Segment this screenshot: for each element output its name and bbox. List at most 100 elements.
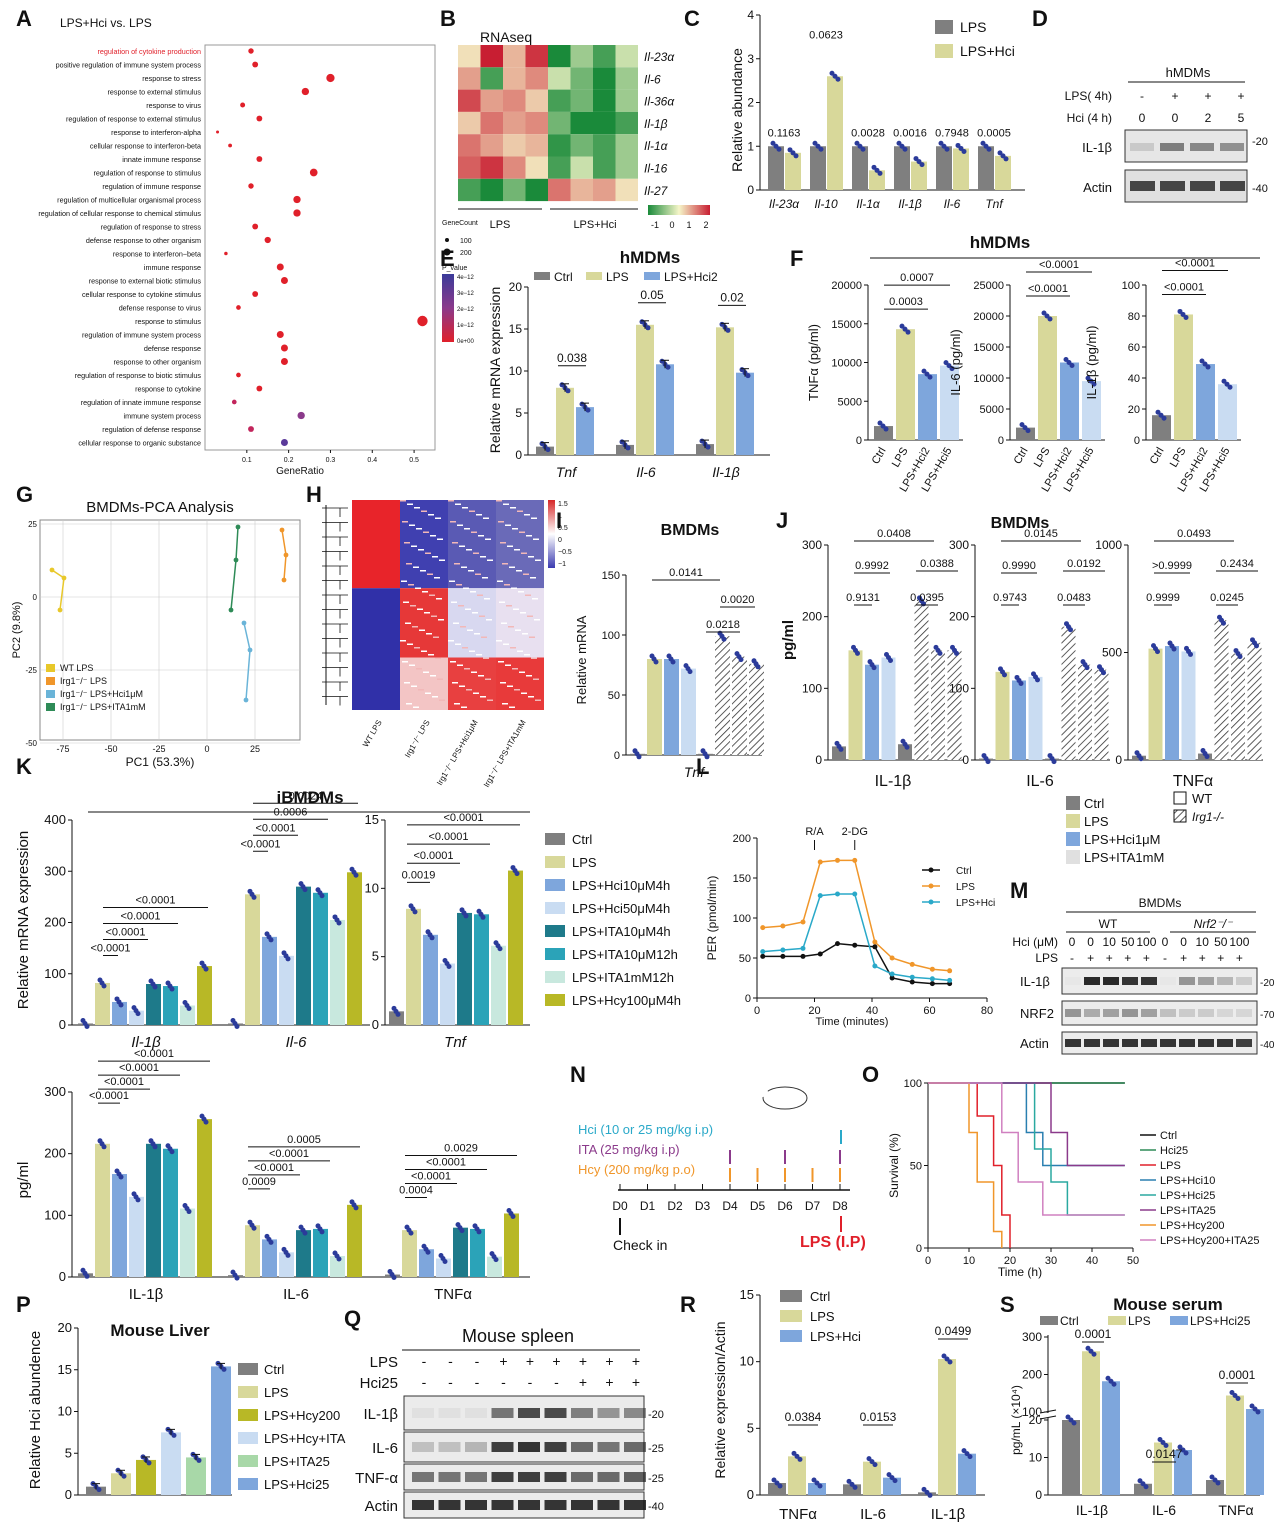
j-p-label: 0.0493 xyxy=(1177,528,1211,540)
k-dot xyxy=(514,871,520,877)
m-blot xyxy=(1061,1031,1258,1055)
m-group: Nrf2⁻/⁻ xyxy=(1194,917,1234,931)
l-point xyxy=(817,951,823,957)
r-legend-swatch xyxy=(780,1330,802,1342)
o-xtick-label: 30 xyxy=(1045,1255,1057,1267)
a-term: response to virus xyxy=(146,101,201,110)
h-stripe xyxy=(425,552,431,554)
l-legend: LPS xyxy=(956,882,975,893)
s-tick-label: 20 xyxy=(1029,1413,1043,1427)
h-stripe xyxy=(400,640,406,642)
h-block xyxy=(352,500,400,589)
l-legend: Ctrl xyxy=(956,866,972,877)
r-cat: IL-6 xyxy=(860,1506,886,1523)
k-bar2 xyxy=(279,1252,294,1277)
j-dot xyxy=(1155,649,1160,655)
e-dot xyxy=(545,447,551,453)
s-legend-swatch xyxy=(1108,1316,1126,1325)
k-bar2 xyxy=(504,1213,519,1277)
m-mw: -20 xyxy=(1260,978,1275,989)
k-dot xyxy=(135,1011,141,1017)
m-band xyxy=(1217,977,1233,985)
h-stripe xyxy=(432,556,438,558)
p-legend: Ctrl xyxy=(264,1362,284,1377)
a-title: LPS+Hci vs. LPS xyxy=(60,16,152,30)
e-bar xyxy=(616,444,634,455)
p-legend-swatch xyxy=(238,1409,258,1421)
e-y-tick-label: 15 xyxy=(509,322,523,336)
b-cell xyxy=(593,89,616,112)
j-dot xyxy=(1002,672,1007,678)
i-bar xyxy=(749,663,764,755)
s-p-label: 0.0001 xyxy=(1219,1368,1256,1382)
o-curve xyxy=(928,1082,1125,1167)
h-stripe xyxy=(460,626,466,628)
b-cell xyxy=(548,134,571,157)
q-band xyxy=(412,1408,434,1418)
a-term: cellular response to interferon-beta xyxy=(90,142,201,151)
l-point xyxy=(780,947,786,953)
h-stripe xyxy=(401,580,407,582)
h-stripe xyxy=(480,696,486,698)
f-dot xyxy=(1069,363,1075,368)
q-band xyxy=(624,1442,646,1452)
l-point xyxy=(929,966,935,972)
a-term: regulation of cellular response to chemi… xyxy=(38,209,201,218)
a-dot xyxy=(326,73,335,83)
d-band-label: Actin xyxy=(1083,180,1112,195)
g-point xyxy=(241,620,247,626)
f-xcat: LPS xyxy=(1168,446,1189,470)
f-y2-tick-label: 20 xyxy=(1128,404,1140,416)
j-dot xyxy=(1084,665,1090,671)
k-p-label: <0.0001 xyxy=(428,831,468,843)
j-y1-tick-label: 200 xyxy=(949,610,969,624)
r-bar xyxy=(958,1453,976,1495)
g-point xyxy=(61,575,67,581)
j-bar xyxy=(1165,646,1179,760)
h-block xyxy=(496,500,544,589)
c-dot xyxy=(818,146,824,152)
h-stripe xyxy=(505,664,511,666)
b-cell xyxy=(480,89,503,112)
b-cell xyxy=(548,45,571,68)
h-block xyxy=(448,500,496,589)
h-stripe xyxy=(507,545,513,547)
b-cell xyxy=(480,111,503,135)
l-y-tick-label: 150 xyxy=(733,873,751,885)
d-hci: 2 xyxy=(1205,111,1212,125)
h-block xyxy=(496,657,544,710)
c-bar-hci xyxy=(827,76,843,190)
s-legend-swatch xyxy=(1170,1316,1188,1325)
m-band xyxy=(1065,977,1081,985)
j-bar xyxy=(995,671,1010,760)
d-mw: -40 xyxy=(1252,183,1268,195)
h-stripe xyxy=(498,521,504,523)
q-lps: - xyxy=(422,1353,427,1369)
b-cell xyxy=(525,111,548,135)
i-y-tick-label: 150 xyxy=(602,570,620,582)
k-bar2 xyxy=(330,1256,345,1277)
d-band xyxy=(1160,143,1184,151)
e-y-tick-label: 20 xyxy=(509,280,523,294)
e-legend-swatch xyxy=(586,272,602,280)
q-band xyxy=(491,1500,514,1510)
h-stripe xyxy=(532,598,538,600)
m-band xyxy=(1084,977,1100,985)
b-cell xyxy=(458,134,481,157)
f-bar xyxy=(1038,316,1057,440)
p-y-tick-label: 15 xyxy=(58,1362,72,1377)
b-cell xyxy=(503,134,526,157)
m-row: Hci (μM) xyxy=(1012,935,1058,949)
h-stripe xyxy=(469,510,475,512)
a-dot xyxy=(280,439,288,446)
q-band-label: IL-1β xyxy=(364,1406,399,1423)
n-day: D8 xyxy=(832,1199,848,1213)
k-dot2 xyxy=(425,1249,431,1255)
h-stripe xyxy=(402,521,408,523)
l-point xyxy=(909,979,915,985)
j-p-label: 0.0192 xyxy=(1067,558,1101,570)
f-xcat: LPS xyxy=(890,446,911,470)
h-stripe xyxy=(480,556,486,558)
m-band-label: NRF2 xyxy=(1020,1006,1054,1021)
b-cell xyxy=(548,67,571,90)
